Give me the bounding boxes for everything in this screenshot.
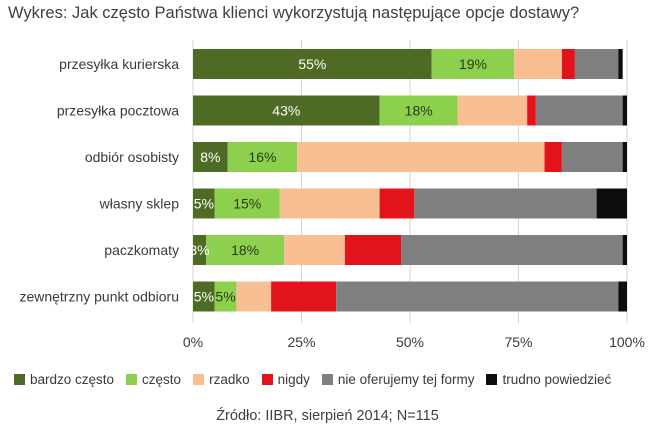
bar-segment (561, 49, 575, 79)
bar-segment (622, 142, 627, 172)
x-tick-label: 50% (396, 334, 424, 350)
bar-segment (514, 49, 562, 79)
bar-segment (574, 49, 619, 79)
data-label: 8% (200, 149, 220, 165)
chart-title: Wykres: Jak często Państwa klienci wykor… (8, 4, 580, 22)
bar-segment (336, 281, 619, 312)
grid-layer (192, 40, 628, 323)
label-layer: 55% 19%43% 18%8% 16%5% 15%3% 18%5% 5% (189, 56, 487, 305)
bar-segment (214, 281, 237, 312)
data-label: 5% (194, 289, 214, 305)
source-note: Źródło: IIBR, sierpień 2014; N=115 (216, 408, 439, 424)
x-tick-label: 25% (287, 334, 315, 350)
legend-swatch (321, 373, 333, 385)
bar-segment (297, 142, 545, 172)
legend-label: bardzo często (30, 371, 115, 387)
legend-swatch (193, 373, 205, 385)
category-label: przesyłka kurierska (59, 56, 179, 72)
bar-segment (622, 95, 627, 126)
x-tick-label: 75% (504, 334, 532, 350)
bar-segment (622, 235, 627, 265)
data-label: 15% (233, 196, 261, 212)
data-label: 16% (248, 149, 276, 165)
bar-segment (401, 235, 623, 265)
bar-segment (271, 281, 337, 312)
data-label: 55% (298, 56, 326, 72)
legend-swatch (126, 373, 138, 385)
x-tick-label: 0% (183, 334, 203, 350)
bar-segment (379, 188, 415, 219)
bar-segment (544, 142, 562, 172)
legend: bardzo często często rzadko nigdy nie oferuj… (14, 370, 623, 388)
legend-swatch (14, 373, 25, 385)
legend-item: rzadko (193, 372, 250, 387)
legend-item: trudno powiedzieć (486, 372, 611, 387)
bar-segment (561, 142, 623, 172)
bar-segment (193, 142, 228, 172)
category-label: zewnętrzny punkt odbioru (19, 289, 179, 305)
x-tick-label: 100% (609, 334, 645, 350)
category-label: paczkomaty (104, 242, 179, 258)
bar-segment (284, 235, 345, 265)
bar-segment (193, 49, 432, 79)
legend-item: często (126, 372, 181, 387)
legend-label: nigdy (277, 371, 310, 387)
legend-label: nie oferujemy tej formy (337, 371, 475, 387)
bar-layer (193, 49, 627, 312)
bar-segment (527, 95, 536, 126)
legend-item: nie oferujemy tej formy (321, 371, 475, 387)
bar-segment (596, 188, 627, 219)
data-label: 19% (459, 56, 487, 72)
bar-segment (193, 188, 215, 219)
legend-item: bardzo często (14, 372, 114, 387)
bar-segment (414, 188, 597, 219)
data-label: 5% (215, 289, 235, 305)
bar-segment (457, 95, 528, 126)
bar-segment (193, 281, 215, 312)
bar-segment (379, 95, 458, 126)
legend-swatch (261, 373, 273, 385)
bar-segment (227, 142, 298, 172)
bar-segment (206, 235, 285, 265)
bar-segment (535, 95, 623, 126)
axis-layer: 0% 25% 50% 75% 100% przesyłka kurierska przesy… (19, 56, 644, 350)
legend-label: często (142, 371, 182, 387)
bar-segment (618, 281, 627, 312)
bar-segment (214, 188, 280, 219)
legend-swatch (486, 373, 498, 385)
bar-segment (618, 49, 623, 79)
data-label: 18% (231, 242, 259, 258)
bar-segment (431, 49, 515, 79)
legend-label: rzadko (209, 371, 250, 387)
bar-segment (236, 281, 272, 312)
bar-segment (344, 235, 402, 265)
bar-segment (193, 95, 380, 126)
category-label: odbiór osobisty (85, 149, 179, 165)
legend-item: nigdy (261, 371, 310, 387)
data-label: 3% (189, 242, 209, 258)
bar-segment (193, 235, 207, 265)
category-label: przesyłka pocztowa (57, 103, 179, 119)
data-label: 43% (272, 103, 300, 119)
category-label: własny sklep (99, 196, 180, 212)
data-label: 5% (194, 196, 214, 212)
legend-label: trudno powiedzieć (502, 371, 612, 387)
bar-segment (279, 188, 380, 219)
data-label: 18% (405, 103, 433, 119)
